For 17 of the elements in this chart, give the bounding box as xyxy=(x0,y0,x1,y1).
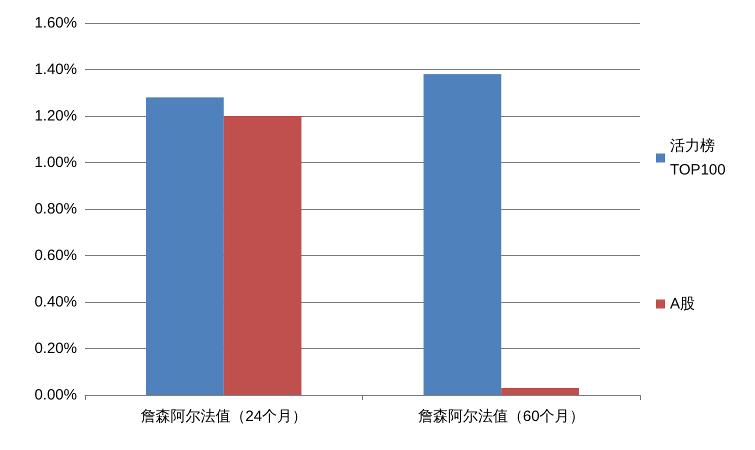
y-tick-label: 0.80% xyxy=(34,200,77,218)
bar xyxy=(224,116,302,395)
x-tick-label: 詹森阿尔法值（24个月） xyxy=(140,408,308,425)
y-tick-label: 0.20% xyxy=(34,340,77,357)
bar xyxy=(424,74,502,395)
y-tick-label: 1.40% xyxy=(34,61,77,78)
bar xyxy=(501,388,579,395)
x-tick-label: 詹森阿尔法值（60个月） xyxy=(418,408,585,425)
legend-label: A股 xyxy=(670,296,696,312)
y-tick-label: 0.40% xyxy=(34,294,77,310)
bar xyxy=(146,97,224,395)
y-tick-label: 1.60% xyxy=(34,14,77,32)
y-tick-label: 1.20% xyxy=(34,108,77,124)
legend-label: 活力榜TOP100 xyxy=(670,138,726,178)
y-tick-label: 1.00% xyxy=(34,154,77,171)
y-tick-label: 0.00% xyxy=(34,386,77,404)
y-tick-label: 0.60% xyxy=(34,247,77,264)
